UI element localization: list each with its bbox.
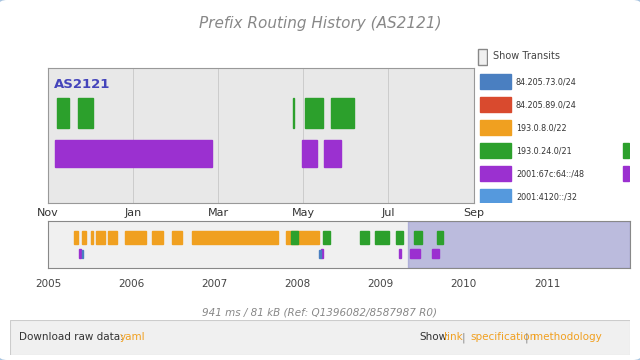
Bar (413, 231, 422, 244)
Text: 193.0.8.0/22: 193.0.8.0/22 (516, 123, 566, 132)
Bar (301, 140, 317, 167)
Bar (152, 231, 163, 244)
Bar (193, 231, 278, 244)
Text: 2008: 2008 (285, 279, 311, 289)
Bar (480, 143, 511, 158)
Bar (480, 75, 511, 89)
Text: 2001:4120::/32: 2001:4120::/32 (516, 192, 577, 201)
Text: link: link (444, 333, 463, 342)
Bar (480, 166, 511, 181)
Text: 2005: 2005 (35, 279, 61, 289)
Bar (292, 98, 294, 128)
Text: Download raw data:: Download raw data: (19, 333, 127, 342)
Text: 941 ms / 81 kB (Ref: Q1396082/8587987 R0): 941 ms / 81 kB (Ref: Q1396082/8587987 R0… (202, 308, 438, 318)
Text: yaml: yaml (120, 333, 146, 342)
Bar (623, 166, 629, 181)
Bar (437, 231, 443, 244)
Bar (82, 231, 86, 244)
Bar (324, 140, 341, 167)
Bar (82, 251, 83, 258)
Text: Show:: Show: (419, 333, 451, 342)
Bar (375, 231, 388, 244)
Bar (399, 248, 401, 258)
Text: |: | (524, 332, 528, 343)
Bar (321, 248, 323, 258)
Text: 2007: 2007 (202, 279, 228, 289)
Bar (172, 231, 182, 244)
Bar (79, 248, 81, 258)
Bar (480, 189, 511, 204)
Bar (396, 231, 403, 244)
Bar (323, 231, 330, 244)
Bar (125, 231, 146, 244)
Bar (305, 98, 323, 128)
Bar (319, 251, 321, 258)
Text: 2009: 2009 (367, 279, 394, 289)
Text: 2001:67c:64::/48: 2001:67c:64::/48 (516, 169, 584, 178)
Bar (97, 231, 105, 244)
Bar (285, 231, 319, 244)
Text: AS2121: AS2121 (54, 78, 111, 91)
Bar (360, 231, 369, 244)
Bar (480, 120, 511, 135)
Text: Show Transits: Show Transits (493, 51, 560, 61)
Bar (410, 248, 420, 258)
Bar (623, 143, 629, 158)
Bar (90, 231, 93, 244)
Text: specification: specification (470, 333, 536, 342)
Bar (478, 49, 487, 65)
Bar (408, 221, 630, 268)
Bar (74, 231, 78, 244)
Bar (78, 98, 93, 128)
Text: 193.0.24.0/21: 193.0.24.0/21 (516, 146, 572, 155)
Bar (55, 140, 212, 167)
Text: |: | (461, 332, 465, 343)
Text: 84.205.89.0/24: 84.205.89.0/24 (516, 100, 577, 109)
Text: 2010: 2010 (451, 279, 477, 289)
Bar (480, 98, 511, 112)
Bar (56, 98, 69, 128)
Bar (332, 98, 353, 128)
Bar (291, 231, 298, 244)
Bar (108, 231, 116, 244)
Bar (433, 248, 440, 258)
Text: 2011: 2011 (534, 279, 560, 289)
Text: methodology: methodology (533, 333, 602, 342)
Text: 2006: 2006 (118, 279, 145, 289)
Text: 84.205.73.0/24: 84.205.73.0/24 (516, 77, 577, 86)
Text: Prefix Routing History (AS2121): Prefix Routing History (AS2121) (198, 16, 442, 31)
